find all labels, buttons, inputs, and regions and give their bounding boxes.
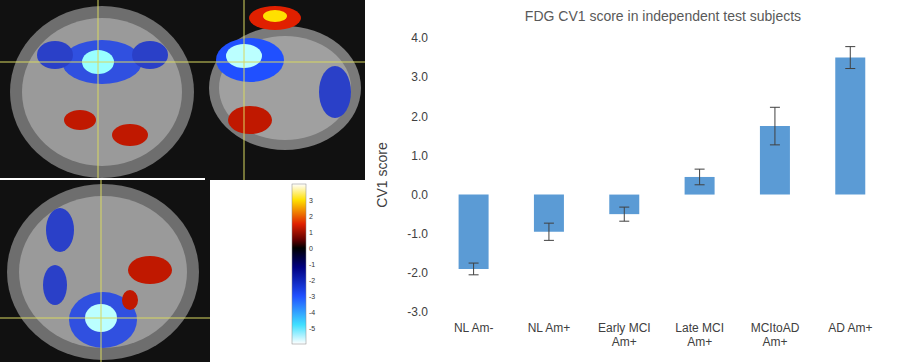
svg-text:AD Am+: AD Am+ xyxy=(828,321,872,335)
svg-text:NL Am-: NL Am- xyxy=(454,321,494,335)
svg-text:4.0: 4.0 xyxy=(411,31,428,45)
svg-text:NL Am+: NL Am+ xyxy=(528,321,571,335)
svg-text:3: 3 xyxy=(309,197,313,204)
svg-text:CV1 score: CV1 score xyxy=(374,142,390,208)
html-text:FDG CV1 score in independent t: FDG CV1 score in independent test subjec… xyxy=(524,8,802,24)
svg-text:3.0: 3.0 xyxy=(411,70,428,84)
svg-text:0.0: 0.0 xyxy=(411,188,428,202)
svg-text:-5: -5 xyxy=(309,325,315,332)
svg-text:2.0: 2.0 xyxy=(411,110,428,124)
svg-text:-1.0: -1.0 xyxy=(407,227,428,241)
svg-text:-4: -4 xyxy=(309,309,315,316)
svg-text:Late MCIAm+: Late MCIAm+ xyxy=(675,321,724,349)
svg-text:1: 1 xyxy=(309,229,313,236)
svg-text:0: 0 xyxy=(309,245,313,252)
svg-text:-2: -2 xyxy=(309,277,315,284)
svg-text:2: 2 xyxy=(309,213,313,220)
svg-text:-1: -1 xyxy=(309,261,315,268)
svg-text:1.0: 1.0 xyxy=(411,149,428,163)
svg-text:-3.0: -3.0 xyxy=(407,305,428,319)
svg-text:MCItoADAm+: MCItoADAm+ xyxy=(751,321,800,349)
svg-text:Early MCIAm+: Early MCIAm+ xyxy=(598,321,651,349)
svg-text:-3: -3 xyxy=(309,293,315,300)
svg-text:-2.0: -2.0 xyxy=(407,266,428,280)
